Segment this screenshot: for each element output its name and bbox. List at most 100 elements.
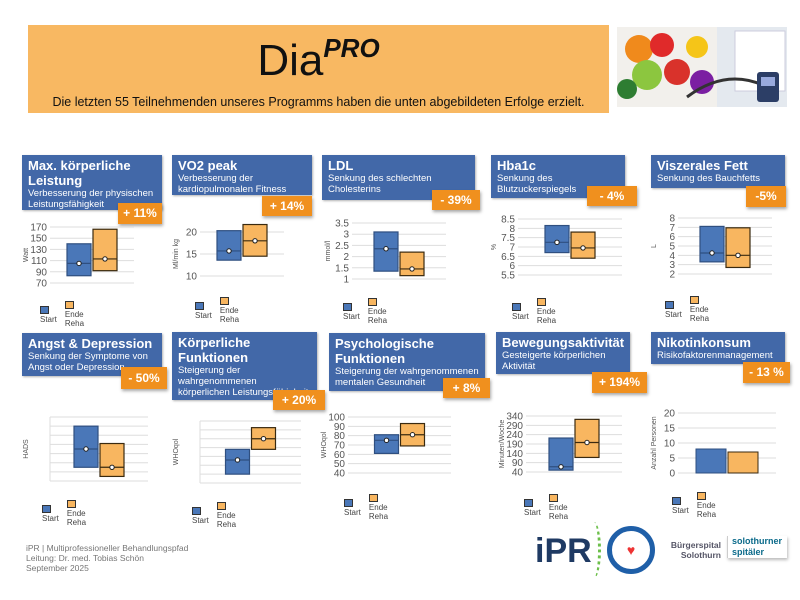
legend-start: Start xyxy=(672,496,689,515)
legend-ende: Ende Reha xyxy=(368,494,388,521)
y-tick-label: 1.5 xyxy=(335,263,349,274)
y-axis-label: Anzahl Personen xyxy=(651,416,658,469)
legend-start: Start xyxy=(344,498,361,517)
legend-start: Start xyxy=(195,301,212,320)
chart-title: Bewegungsaktivität xyxy=(502,335,625,350)
chart-subtitle: Risikofaktorenmanagement xyxy=(657,350,773,361)
change-badge: -5% xyxy=(746,186,786,207)
y-tick-label: 90 xyxy=(512,458,524,469)
legend-start: Start xyxy=(665,300,682,319)
box-start xyxy=(544,224,570,254)
chart-header: VO2 peak Verbesserung der kardiopulmonale… xyxy=(172,155,312,195)
y-tick-label: 340 xyxy=(506,412,523,423)
y-tick-label: 70 xyxy=(334,441,346,452)
y-tick-label: 8 xyxy=(669,214,675,225)
chart-subtitle: Senkung der Symptome von Angst oder Depr… xyxy=(28,351,148,373)
food-photo xyxy=(617,27,787,107)
legend-start: Start xyxy=(524,498,541,517)
y-tick-label: 3 xyxy=(343,230,349,241)
mean-marker xyxy=(584,439,590,446)
y-tick-label: 3 xyxy=(669,260,675,271)
y-tick-label: 8.5 xyxy=(501,215,515,226)
chart-title: Angst & Depression xyxy=(28,336,153,351)
change-badge: - 4% xyxy=(587,186,637,206)
box-start xyxy=(66,243,92,277)
y-tick-label: 5.5 xyxy=(501,271,515,282)
y-tick-label: 40 xyxy=(512,468,524,479)
chart-title: VO2 peak xyxy=(178,158,238,173)
box-ende xyxy=(570,231,596,259)
y-axis-label: Watt xyxy=(23,248,30,262)
y-axis-label: mmol/l xyxy=(325,240,332,261)
box-ende xyxy=(99,442,125,478)
y-tick-label: 7 xyxy=(669,223,675,234)
change-badge: + 14% xyxy=(262,196,312,216)
y-tick-label: 80 xyxy=(334,431,346,442)
box-start xyxy=(548,437,574,471)
y-axis-label: % xyxy=(491,244,498,250)
chart-title: LDL xyxy=(328,158,354,173)
chart-legend: Start Ende Reha xyxy=(42,500,86,527)
y-axis-label: Minuten/Woche xyxy=(499,420,506,469)
chart-plot: mmol/l 11.522.533.5 xyxy=(325,219,446,286)
bar-start xyxy=(695,448,727,474)
chart-subtitle: Verbesserung der physischen Leistungsfäh… xyxy=(28,188,154,210)
y-axis-label: HADS xyxy=(23,439,30,459)
mean-marker xyxy=(226,248,232,254)
y-axis-label: Ml/min kg xyxy=(173,239,180,269)
change-badge: + 8% xyxy=(443,378,490,398)
legend-ende: Ende Reha xyxy=(216,502,236,529)
y-tick-label: 190 xyxy=(506,440,523,451)
legend-start: Start xyxy=(40,305,57,324)
banner-subtitle: Die letzten 55 Teilnehmenden unseres Pro… xyxy=(52,95,585,109)
legend-ende: Ende Reha xyxy=(367,298,387,325)
chart-subtitle: Steigerung der wahrgenommenen mentalen G… xyxy=(335,366,479,388)
y-tick-label: 20 xyxy=(664,409,676,420)
chart-legend: Start Ende Reha xyxy=(665,296,709,323)
footer-line: Leitung: Dr. med. Tobias Schön xyxy=(26,553,144,563)
chart-title: Max. körperliche Leistung xyxy=(28,158,131,188)
legend-start: Start xyxy=(512,302,529,321)
legend-ende: Ende Reha xyxy=(219,297,239,324)
chart-subtitle: Gesteigerte körperlichen Aktivität xyxy=(502,350,606,372)
chart-header: Bewegungsaktivität Gesteigerte körperlich… xyxy=(496,332,630,374)
box-start xyxy=(373,434,400,454)
y-axis-label: L xyxy=(651,244,658,248)
title-banner: DiaPRO Die letzten 55 Teilnehmenden unse… xyxy=(28,25,609,113)
legend-start: Start xyxy=(192,506,209,525)
y-tick-label: 140 xyxy=(506,449,523,460)
y-tick-label: 1 xyxy=(343,275,349,286)
y-tick-label: 7 xyxy=(509,243,515,254)
y-axis-label: WHOqol xyxy=(173,438,180,465)
footer-line: iPR | Multiprofessioneller Behandlungspf… xyxy=(26,543,189,553)
ipr-logo: iPR xyxy=(535,532,592,570)
y-tick-label: 50 xyxy=(334,459,346,470)
y-tick-label: 5 xyxy=(669,454,675,465)
chart-header: Hba1c Senkung des Blutzuckerspiegels xyxy=(491,155,625,198)
change-badge: + 20% xyxy=(273,390,325,410)
mean-marker xyxy=(102,256,108,262)
y-tick-label: 290 xyxy=(506,421,523,432)
mean-marker xyxy=(409,432,416,438)
chart-plot: WHOqol xyxy=(173,420,301,484)
y-tick-label: 60 xyxy=(334,450,346,461)
mean-marker xyxy=(83,446,89,452)
chart-title: Viszerales Fett xyxy=(657,158,748,173)
mean-marker xyxy=(260,436,267,442)
legend-ende: Ende Reha xyxy=(536,298,556,325)
bar-ende xyxy=(727,451,759,474)
legend-ende: Ende Reha xyxy=(696,492,716,519)
footer: iPR | Multiprofessioneller Behandlungspf… xyxy=(26,543,188,573)
y-tick-label: 100 xyxy=(328,413,345,424)
y-tick-label: 6 xyxy=(509,261,515,272)
legend-start: Start xyxy=(42,504,59,523)
mean-marker xyxy=(109,464,115,470)
y-tick-label: 90 xyxy=(334,422,346,433)
y-tick-label: 40 xyxy=(334,469,346,480)
chart-legend: Start Ende Reha xyxy=(512,298,556,325)
box-start xyxy=(373,231,399,272)
chart-subtitle: Steigerung der wahrgenommenen körperlich… xyxy=(178,365,309,398)
box-ende xyxy=(725,227,751,269)
